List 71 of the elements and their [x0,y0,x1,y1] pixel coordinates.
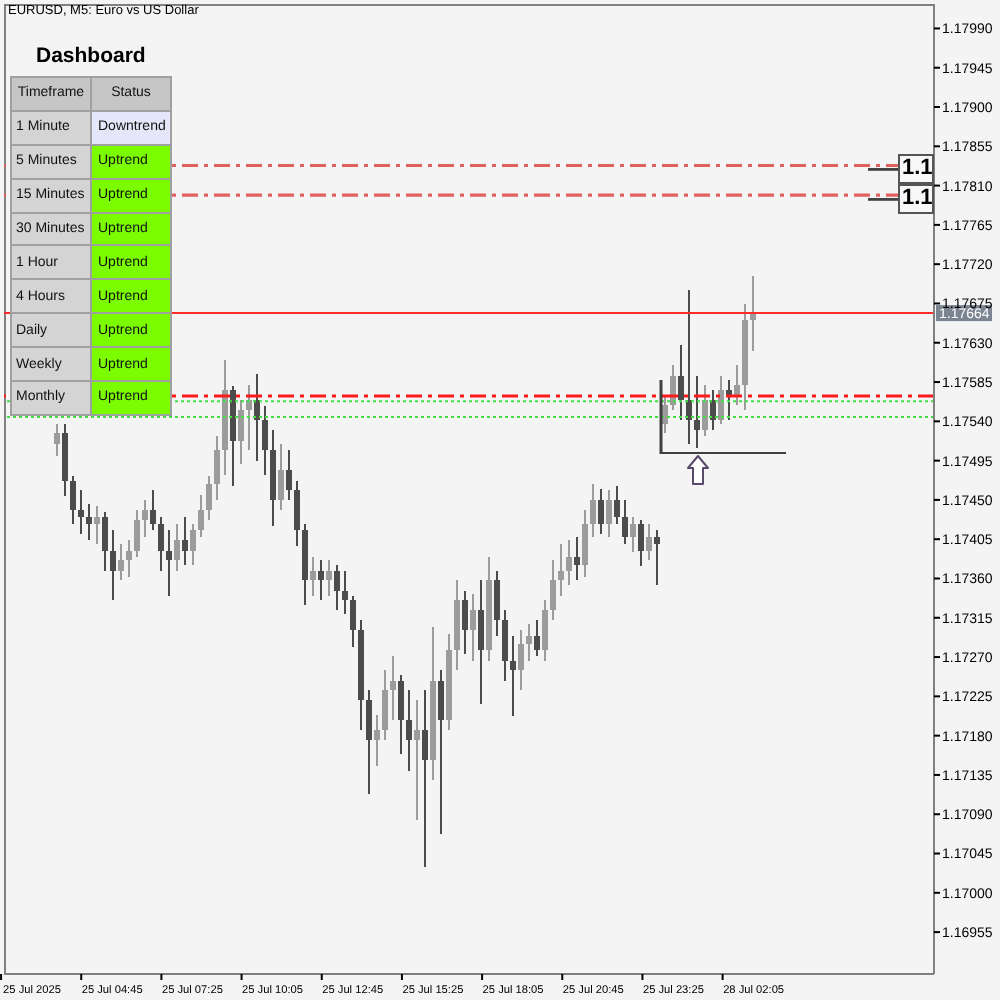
candlestick [126,539,132,578]
candlestick [238,399,244,466]
candlestick [158,515,164,572]
candlestick [534,619,540,658]
candlestick [542,599,548,662]
candlestick [574,535,580,582]
candlestick [590,483,596,538]
candlestick [702,383,708,438]
annotation: 1.1 [898,184,934,215]
candlestick [294,479,300,548]
candlestick [710,388,716,432]
candlestick [182,515,188,566]
candlestick [214,435,220,501]
candlestick [166,529,172,597]
candlestick [190,523,196,566]
candlestick [462,589,468,656]
candlestick [102,511,108,572]
candlestick [78,489,84,535]
candlestick [118,543,124,582]
candlestick [246,383,252,452]
candlestick [382,669,388,742]
candlestick [134,509,140,558]
candlestick [310,555,316,597]
candlestick [414,698,420,822]
candlestick [110,529,116,602]
candlestick [606,489,612,538]
candlestick [206,475,212,521]
candlestick [502,608,508,682]
candlestick [350,594,356,648]
candlestick [198,493,204,538]
candlestick [254,373,260,462]
text: Dashboard [34,42,148,72]
candlestick [614,484,620,526]
candlestick [278,443,284,512]
candlestick [374,713,380,768]
candlestick [694,374,700,450]
candlestick [150,489,156,532]
candlestick [566,539,572,586]
candlestick [582,509,588,578]
candlestick [510,635,516,718]
candlestick [622,498,628,546]
candlestick [318,559,324,602]
candlestick [142,498,148,538]
candlestick [598,487,604,535]
candlestick [646,523,652,562]
candlestick [686,289,692,446]
candlestick [470,593,476,662]
candlestick [406,689,412,772]
candlestick [518,629,524,692]
candlestick [558,543,564,597]
candlestick [630,515,636,554]
candlestick [334,563,340,611]
candlestick [478,579,484,706]
candlestick [390,655,396,721]
candlestick [438,669,444,836]
candlestick [398,673,404,755]
candlestick [526,622,532,662]
candlestick [174,523,180,572]
candlestick [678,343,684,422]
annotation: 1.1 [898,154,934,185]
candlestick [286,449,292,501]
candlestick [366,689,372,796]
candlestick [326,559,332,597]
candlestick [422,689,428,868]
candlestick [54,422,60,458]
candlestick [494,569,500,638]
candlestick [342,569,348,616]
candlestick [550,559,556,622]
candlestick [638,518,644,568]
candlestick [262,405,268,476]
candlestick [70,475,76,526]
